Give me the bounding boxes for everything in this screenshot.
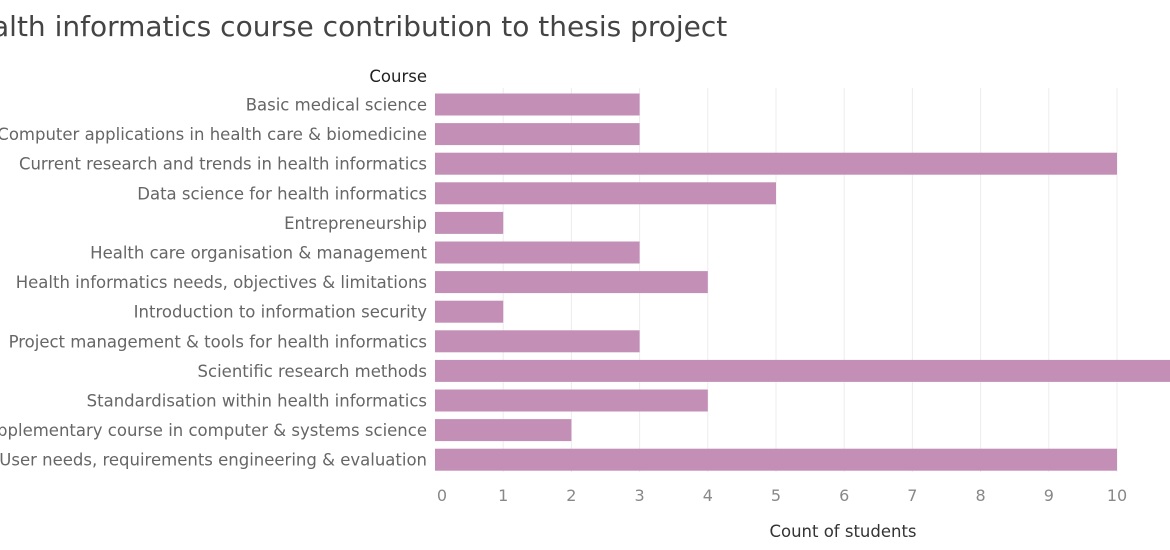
bar[interactable] xyxy=(435,152,1117,175)
chart-title: alth informatics course contribution to … xyxy=(0,10,727,43)
category-label: Current research and trends in health in… xyxy=(19,155,427,174)
category-label: User needs, requirements engineering & e… xyxy=(0,451,427,470)
bar[interactable] xyxy=(435,419,572,442)
bar[interactable] xyxy=(435,182,776,205)
category-label: upplementary course in computer & system… xyxy=(0,421,427,440)
category-label: Computer applications in health care & b… xyxy=(0,125,427,144)
bar[interactable] xyxy=(435,123,640,146)
x-tick-label: 1 xyxy=(498,486,508,505)
bar[interactable] xyxy=(435,330,640,353)
bar[interactable] xyxy=(435,448,1117,471)
x-tick-label: 4 xyxy=(703,486,713,505)
category-label: Data science for health informatics xyxy=(137,184,427,203)
x-axis-title: Count of students xyxy=(769,522,916,541)
category-label: Scientific research methods xyxy=(198,362,427,381)
gridlines xyxy=(502,88,1118,472)
x-tick-label: 6 xyxy=(839,486,849,505)
bar[interactable] xyxy=(435,93,640,116)
bar[interactable] xyxy=(435,271,708,294)
x-axis-ticks: 0 1 2 3 4 5 6 7 8 9 10 xyxy=(437,486,1127,505)
category-label: Standardisation within health informatic… xyxy=(87,392,427,411)
x-tick-label: 9 xyxy=(1044,486,1054,505)
category-label: Health informatics needs, objectives & l… xyxy=(16,273,427,292)
x-tick-label: 2 xyxy=(566,486,576,505)
bar[interactable] xyxy=(435,211,504,234)
x-tick-label: 8 xyxy=(976,486,986,505)
x-tick-label: 10 xyxy=(1107,486,1127,505)
category-label: Introduction to information security xyxy=(134,303,428,322)
category-label: Basic medical science xyxy=(246,96,427,115)
category-labels: Basic medical science Computer applicatio… xyxy=(0,96,428,470)
bars xyxy=(435,93,1170,471)
x-tick-label: 0 xyxy=(437,486,447,505)
x-tick-label: 3 xyxy=(635,486,645,505)
bar[interactable] xyxy=(435,241,640,264)
category-label: Health care organisation & management xyxy=(90,244,427,263)
bar[interactable] xyxy=(435,389,708,412)
bar[interactable] xyxy=(435,359,1170,382)
x-tick-label: 5 xyxy=(771,486,781,505)
category-label: Project management & tools for health in… xyxy=(9,332,427,351)
bar[interactable] xyxy=(435,300,504,323)
x-tick-label: 7 xyxy=(907,486,917,505)
row-header-course: Course xyxy=(369,67,427,86)
category-label: Entrepreneurship xyxy=(284,214,427,233)
